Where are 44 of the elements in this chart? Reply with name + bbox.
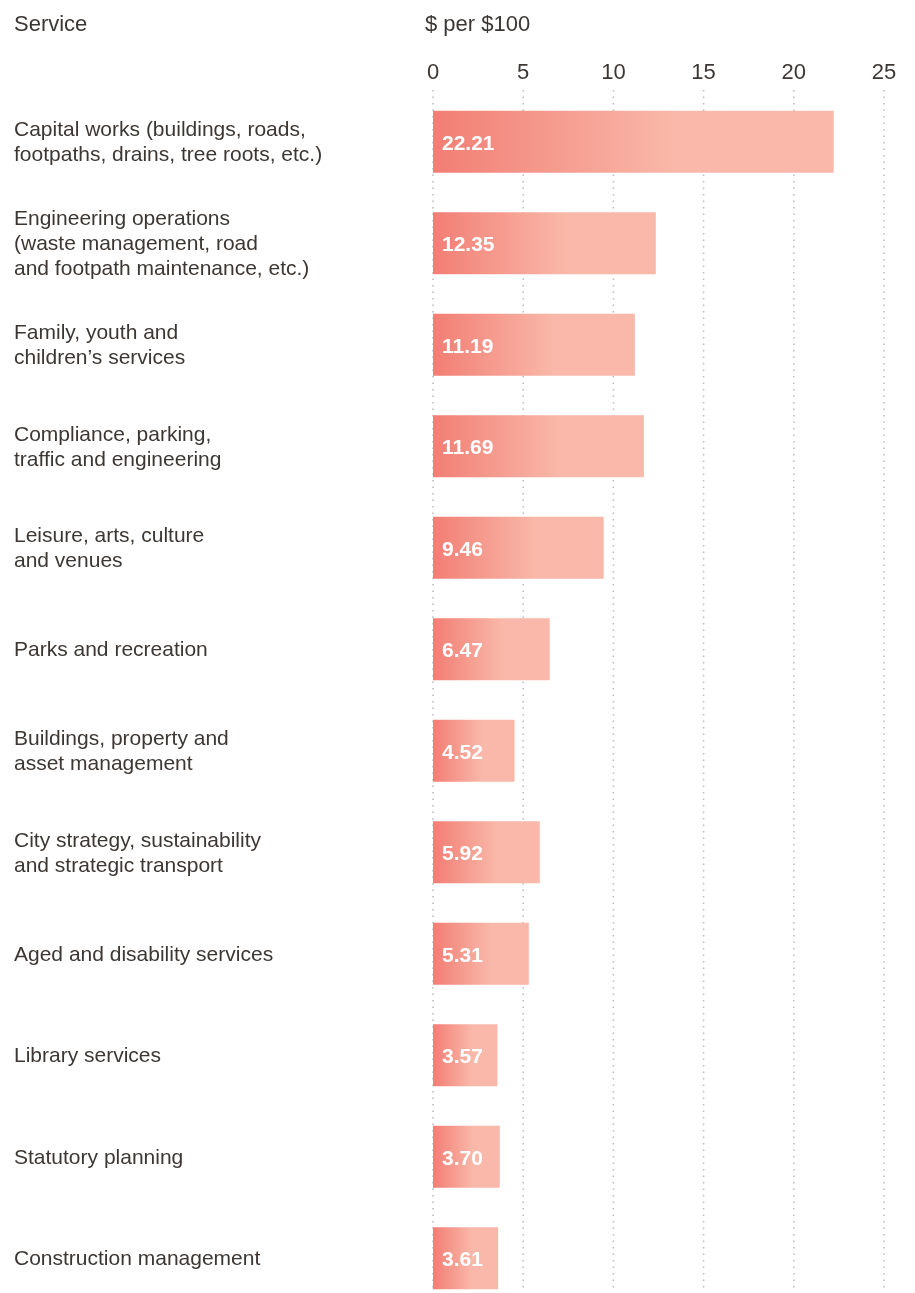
y-tick-label: Library services — [14, 1043, 162, 1067]
bar — [433, 1227, 499, 1290]
y-tick-label: Buildings, property and asset management — [14, 726, 229, 775]
bar — [433, 821, 540, 884]
bar — [433, 618, 550, 681]
data-label: 5.31 — [442, 942, 484, 966]
data-label: 9.46 — [442, 536, 483, 560]
x-axis-title: $ per $100 — [425, 11, 531, 36]
data-label: 12.35 — [442, 232, 495, 256]
x-tick-label: 20 — [781, 59, 807, 84]
y-axis-title: Service — [14, 11, 88, 36]
y-tick-label: Engineering operations (waste management, road and footpath maintenance, etc.) — [14, 206, 310, 280]
y-tick-label: Parks and recreation — [14, 637, 208, 661]
y-tick-label: Aged and disability services — [14, 941, 274, 965]
bar — [433, 212, 656, 275]
y-tick-label: City strategy, sustainability and strategic transport — [14, 827, 262, 876]
data-label: 22.21 — [442, 130, 495, 154]
bar — [433, 415, 644, 478]
bar — [433, 313, 635, 376]
y-tick-label: Construction management — [14, 1246, 261, 1270]
data-label: 11.19 — [442, 333, 494, 357]
data-label: 3.57 — [442, 1044, 483, 1068]
x-tick-label: 5 — [517, 59, 530, 84]
bar — [433, 1125, 500, 1188]
x-tick-label: 25 — [871, 59, 897, 84]
data-label: 3.70 — [442, 1145, 483, 1169]
data-label: 11.69 — [442, 435, 494, 459]
data-label: 4.52 — [442, 739, 483, 763]
bar — [433, 110, 834, 173]
y-tick-label: Compliance, parking, traffic and engineering — [14, 421, 222, 470]
data-label: 3.61 — [442, 1247, 484, 1271]
y-tick-label: Statutory planning — [14, 1144, 184, 1168]
bar — [433, 922, 529, 985]
bar — [433, 1024, 498, 1087]
x-tick-label: 0 — [426, 59, 440, 84]
y-tick-label: Capital works (buildings, roads, footpaths, drains, tree roots, etc.) — [14, 117, 323, 166]
x-tick-label: 15 — [691, 59, 716, 84]
y-tick-label: Leisure, arts, culture and venues — [14, 523, 205, 572]
x-tick-label: 10 — [601, 59, 626, 84]
data-label: 5.92 — [442, 841, 483, 865]
bar — [433, 516, 604, 579]
bar — [433, 719, 515, 782]
y-tick-label: Family, youth and children’s services — [14, 320, 186, 369]
data-label: 6.47 — [442, 638, 483, 662]
